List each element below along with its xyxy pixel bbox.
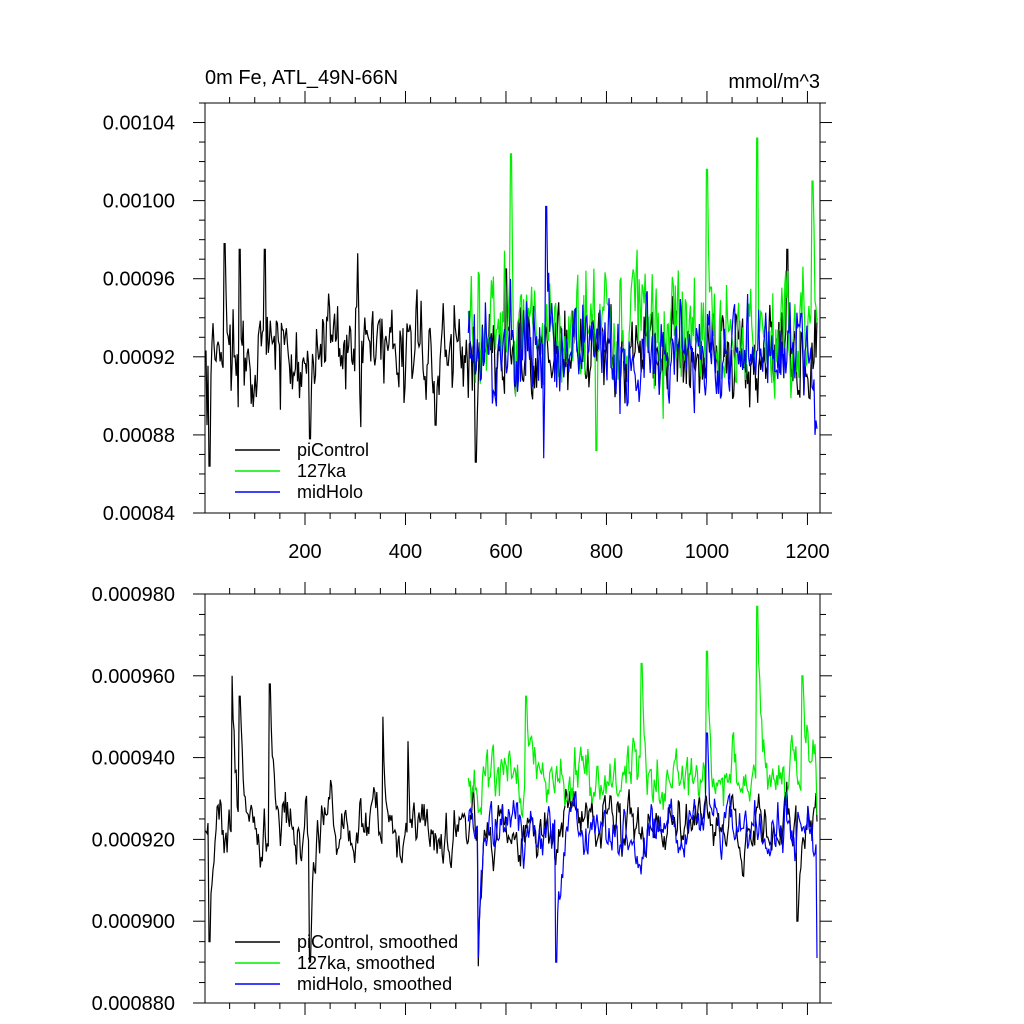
series-group — [205, 605, 818, 967]
x-tick-label: 600 — [489, 541, 522, 563]
y-tick-label: 0.000940 — [92, 748, 175, 770]
legend-label: 127ka — [297, 461, 347, 481]
plot-frame — [204, 102, 821, 514]
y-tick-label: 0.000980 — [92, 584, 175, 606]
series-group — [205, 137, 818, 467]
bottom-plot-panel: 0.000880 0.000900 0.000920 0.000940 0.000960… — [92, 582, 832, 1015]
series-line-127ka-smoothed — [467, 605, 818, 819]
legend-label: midHolo, smoothed — [297, 974, 452, 994]
y-tick-label: 0.00084 — [103, 503, 175, 525]
legend-label: piControl, smoothed — [297, 932, 458, 952]
y-tick-label: 0.00096 — [103, 269, 175, 291]
y-tick-label: 0.00104 — [103, 113, 175, 135]
y-tick-label: 0.000900 — [92, 911, 175, 933]
y-tick-label: 0.00088 — [103, 425, 175, 447]
legend-label: piControl — [297, 440, 369, 460]
x-tick-label: 200 — [288, 541, 321, 563]
top-plot-panel: 0.00084 0.00088 0.00092 0.00096 0.00100 0.001… — [103, 91, 832, 563]
series-line-midholo — [467, 205, 818, 459]
y-tick-label: 0.00092 — [103, 347, 175, 369]
top-chart-title: 0m Fe, ATL_49N-66N — [205, 67, 398, 89]
y-tick-label: 0.00100 — [103, 191, 175, 213]
y-tick-label: 0.000920 — [92, 829, 175, 851]
y-tick-label: 0.000880 — [92, 993, 175, 1015]
legend-label: 127ka, smoothed — [297, 953, 435, 973]
top-chart-units: mmol/m^3 — [728, 71, 820, 93]
y-tick-label: 0.000960 — [92, 666, 175, 688]
x-tick-label: 1200 — [785, 541, 830, 563]
x-tick-label: 400 — [389, 541, 422, 563]
x-tick-label: 800 — [590, 541, 623, 563]
series-line-picontrol-smoothed — [205, 675, 818, 967]
series-line-midholo-smoothed — [467, 732, 818, 963]
x-tick-label: 1000 — [685, 541, 730, 563]
series-line-127ka — [467, 137, 818, 452]
legend-label: midHolo — [297, 482, 363, 502]
